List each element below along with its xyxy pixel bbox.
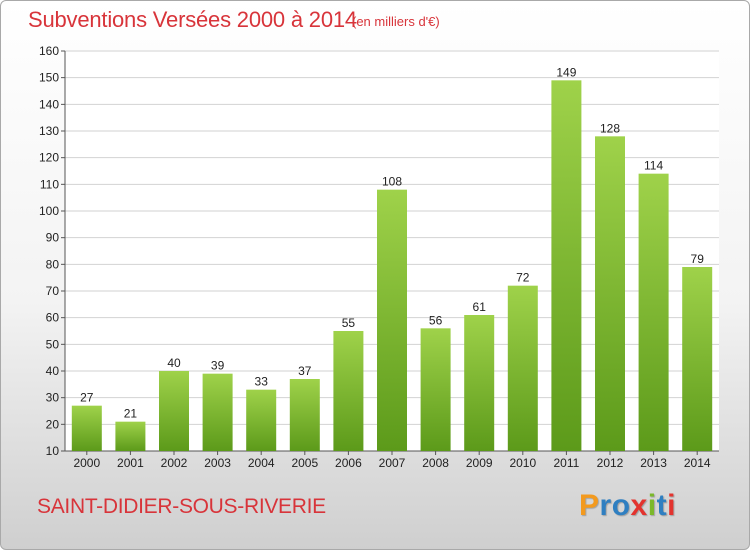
bar bbox=[595, 136, 625, 452]
brand-letter: o bbox=[611, 489, 631, 522]
brand-letter: P bbox=[579, 489, 600, 522]
x-tick-label: 2006 bbox=[335, 456, 362, 470]
y-tick-label: 30 bbox=[46, 391, 60, 405]
data-label: 61 bbox=[473, 300, 487, 314]
data-label: 21 bbox=[124, 407, 138, 421]
data-label: 37 bbox=[298, 364, 312, 378]
bar bbox=[638, 173, 669, 451]
brand-letter: i bbox=[647, 489, 657, 522]
y-tick-label: 120 bbox=[39, 151, 59, 165]
x-tick-label: 2003 bbox=[204, 456, 231, 470]
bar bbox=[682, 267, 713, 451]
y-tick-label: 70 bbox=[46, 284, 60, 298]
bar bbox=[420, 328, 451, 451]
y-tick-label: 160 bbox=[39, 44, 59, 58]
bar bbox=[333, 331, 364, 451]
y-tick-label: 20 bbox=[46, 417, 60, 431]
bar bbox=[246, 389, 277, 451]
x-tick-label: 2005 bbox=[291, 456, 318, 470]
x-tick-label: 2004 bbox=[248, 456, 275, 470]
data-label: 108 bbox=[382, 175, 402, 189]
y-tick-label: 80 bbox=[46, 257, 60, 271]
brand-letter: r bbox=[599, 489, 612, 522]
data-label: 72 bbox=[516, 271, 530, 285]
y-tick-label: 130 bbox=[39, 124, 59, 138]
x-tick-label: 2011 bbox=[553, 456, 579, 470]
data-label: 33 bbox=[255, 375, 269, 389]
commune-name: SAINT-DIDIER-SOUS-RIVERIE bbox=[37, 495, 326, 518]
y-tick-label: 90 bbox=[46, 231, 60, 245]
x-tick-label: 2002 bbox=[161, 456, 188, 470]
bar bbox=[71, 405, 102, 451]
bar bbox=[551, 80, 582, 451]
data-label: 27 bbox=[80, 391, 94, 405]
x-tick-label: 2000 bbox=[73, 456, 100, 470]
y-tick-label: 50 bbox=[46, 337, 60, 351]
y-tick-label: 100 bbox=[39, 204, 59, 218]
x-tick-label: 2007 bbox=[379, 456, 406, 470]
brand-letter: i bbox=[667, 489, 676, 522]
data-label: 56 bbox=[429, 313, 443, 327]
x-tick-label: 2010 bbox=[509, 456, 536, 470]
data-label: 55 bbox=[342, 316, 356, 330]
bar bbox=[202, 373, 233, 451]
y-tick-label: 110 bbox=[40, 177, 59, 191]
proxiti-logo: Proxiti bbox=[579, 489, 676, 523]
y-tick-label: 140 bbox=[39, 97, 59, 111]
data-label: 114 bbox=[644, 159, 663, 173]
y-tick-label: 40 bbox=[46, 364, 60, 378]
data-label: 149 bbox=[556, 65, 576, 79]
chart-title: Subventions Versées 2000 à 2014 bbox=[28, 7, 357, 32]
brand-letter: t bbox=[656, 489, 668, 522]
x-tick-label: 2012 bbox=[597, 456, 624, 470]
x-tick-label: 2009 bbox=[466, 456, 493, 470]
data-label: 40 bbox=[167, 356, 181, 370]
data-label: 128 bbox=[600, 121, 620, 135]
x-tick-label: 2008 bbox=[422, 456, 449, 470]
x-tick-label: 2001 bbox=[117, 456, 144, 470]
data-label: 79 bbox=[691, 252, 705, 266]
x-tick-label: 2013 bbox=[640, 456, 667, 470]
brand-letter: x bbox=[630, 489, 648, 522]
y-tick-label: 10 bbox=[46, 444, 60, 458]
bar bbox=[464, 315, 495, 451]
x-tick-label: 2014 bbox=[684, 456, 711, 470]
data-label: 39 bbox=[211, 359, 225, 373]
y-tick-label: 60 bbox=[46, 311, 60, 325]
bar bbox=[377, 189, 407, 451]
bar bbox=[289, 379, 320, 451]
chart-subtitle: (en milliers d'€) bbox=[352, 14, 440, 29]
bar bbox=[115, 421, 146, 451]
bar bbox=[159, 371, 189, 451]
y-tick-label: 150 bbox=[39, 71, 59, 85]
bar-chart: 10 20 30 40 50 60 70 80 90 100 110 120 130 140 150 160 2… bbox=[39, 44, 719, 470]
bar bbox=[507, 285, 538, 451]
